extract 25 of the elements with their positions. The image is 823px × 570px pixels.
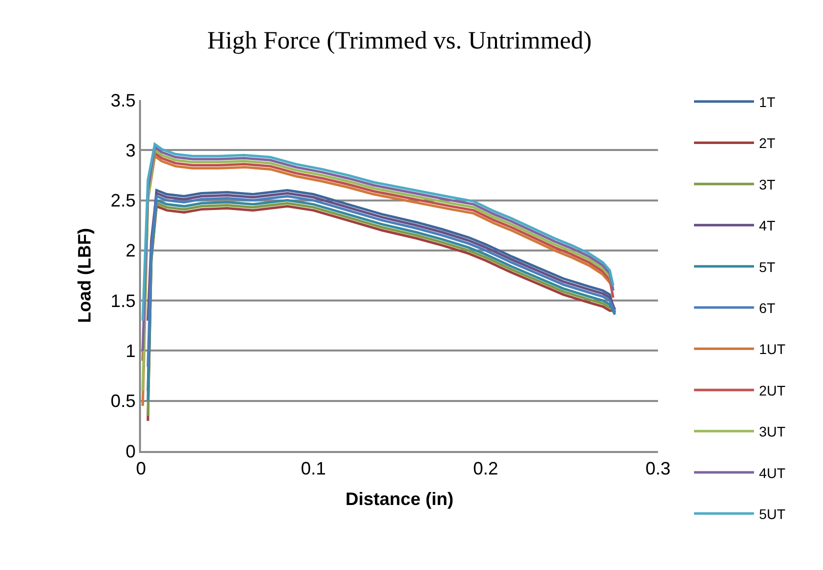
y-tick-label: 0.5 <box>110 391 136 412</box>
legend-label: 2T <box>759 135 776 152</box>
x-tick-label: 0.2 <box>473 458 498 478</box>
y-tick-label: 1.5 <box>110 290 136 311</box>
x-axis-title: Distance (in) <box>345 488 454 509</box>
legend-label: 3UT <box>759 424 786 440</box>
x-tick-label: 0.1 <box>300 458 326 478</box>
y-tick-label: 2 <box>126 240 136 261</box>
legend-label: 4UT <box>759 464 786 481</box>
legend-label: 3T <box>759 176 776 192</box>
legend-label: 5T <box>759 258 776 275</box>
x-tick-label: 0.3 <box>645 458 671 478</box>
y-tick-label: 1 <box>126 341 136 362</box>
y-tick-label: 0 <box>126 441 136 462</box>
legend-label: 6T <box>759 300 776 316</box>
legend-label: 5UT <box>759 506 786 522</box>
chart-title: High Force (Trimmed vs. Untrimmed) <box>207 28 592 55</box>
legend-label: 1UT <box>759 341 786 358</box>
y-tick-label: 3 <box>126 140 136 160</box>
legend-label: 1T <box>759 94 776 110</box>
legend-label: 2UT <box>759 382 786 398</box>
y-axis-title: Load (LBF) <box>74 228 94 323</box>
y-tick-label: 2.5 <box>110 190 136 211</box>
legend-label: 4T <box>759 218 776 234</box>
y-tick-label: 3.5 <box>110 90 136 110</box>
